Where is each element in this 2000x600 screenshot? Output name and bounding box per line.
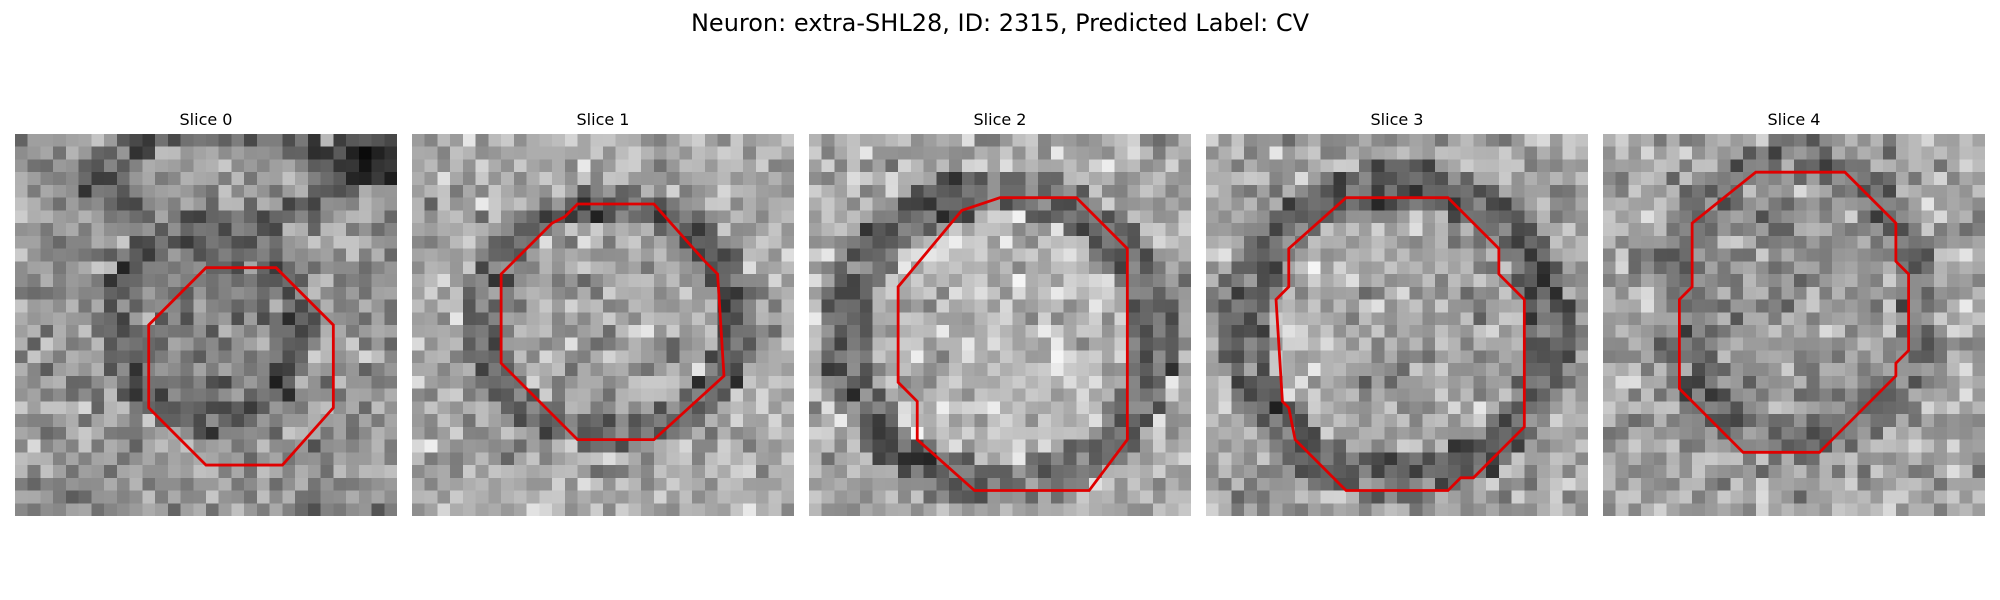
contour-4	[1677, 170, 1911, 454]
contour-3	[1274, 196, 1526, 492]
slice-image-2	[809, 134, 1191, 516]
slice-image-3	[1206, 134, 1588, 516]
slice-title-3: Slice 3	[1370, 110, 1424, 129]
figure-title: Neuron: extra-SHL28, ID: 2315, Predicted…	[690, 9, 1310, 37]
slice-panel-2: Slice 2	[809, 108, 1191, 518]
contour-1	[499, 202, 726, 442]
slice-panel-3: Slice 3	[1206, 108, 1588, 518]
contour-2	[896, 196, 1129, 492]
slice-panel-0: Slice 0	[15, 108, 397, 518]
slice-title-2: Slice 2	[973, 110, 1027, 129]
slice-panel-1: Slice 1	[412, 108, 794, 518]
slice-image-4	[1603, 134, 1985, 516]
contour-0	[147, 266, 335, 467]
slice-title-4: Slice 4	[1767, 110, 1821, 129]
slice-title-1: Slice 1	[576, 110, 630, 129]
slice-image-0	[15, 134, 397, 516]
slice-panel-4: Slice 4	[1603, 108, 1985, 518]
slice-title-0: Slice 0	[179, 110, 233, 129]
slice-image-1	[412, 134, 794, 516]
